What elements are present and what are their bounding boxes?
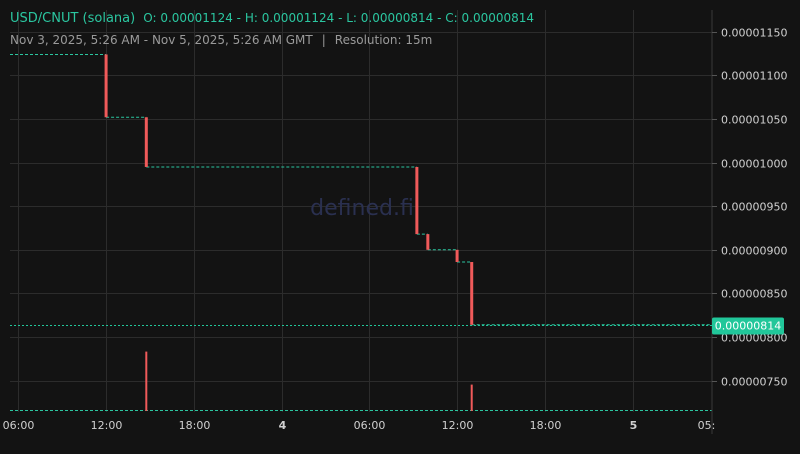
open-label: O:	[143, 11, 157, 25]
resolution-label: Resolution: 15m	[334, 33, 433, 47]
y-tick-label: 0.00001050	[721, 114, 787, 127]
last-price-badge	[712, 317, 784, 335]
header-separator: |	[321, 33, 326, 47]
y-tick-label: 0.00001000	[721, 158, 787, 171]
x-tick-label: 4	[279, 419, 287, 432]
x-tick-label: 05:	[698, 419, 716, 432]
volume-bar	[145, 351, 148, 411]
x-tick-label: 5	[630, 419, 638, 432]
high-value: 0.00001124	[261, 11, 335, 25]
volume-bar	[470, 384, 473, 411]
y-tick-label: 0.00000800	[721, 332, 787, 345]
symbol-label: USD/CNUT (solana)	[10, 11, 136, 26]
x-tick-label: 06:00	[3, 419, 35, 432]
candle[interactable]	[426, 234, 430, 250]
x-tick-label: 06:00	[354, 419, 386, 432]
watermark: defined.fi	[310, 196, 414, 221]
y-tick-label: 0.00000950	[721, 201, 787, 214]
x-tick-label: 12:00	[442, 419, 474, 432]
low-value: 0.00000814	[360, 11, 434, 25]
close-value: 0.00000814	[461, 11, 535, 25]
candle[interactable]	[144, 117, 148, 167]
y-tick-label: 0.00000900	[721, 245, 787, 258]
y-tick-label: 0.00000850	[721, 288, 787, 301]
price-steps	[10, 53, 712, 326]
last-price-marker: 0.00000814	[10, 317, 784, 335]
x-axis[interactable]: 06:00 12:00 18:00 4 06:00 12:00 18:00 5 05:	[3, 419, 716, 432]
low-label: L:	[346, 11, 357, 25]
y-tick-label: 0.00001100	[721, 70, 787, 83]
y-tick-label: 0.00000750	[721, 376, 787, 389]
ohlc-header: USD/CNUT (solana) O: 0.00001124 - H: 0.00…	[10, 11, 535, 26]
high-label: H:	[244, 11, 258, 25]
date-range: Nov 3, 2025, 5:26 AM - Nov 5, 2025, 5:26…	[10, 33, 313, 47]
open-value: 0.00001124	[160, 11, 233, 25]
y-axis[interactable]: 0.00001150 0.00001100 0.00001050 0.00001000…	[711, 10, 787, 434]
candle[interactable]	[470, 262, 474, 325]
x-tick-label: 18:00	[530, 419, 562, 432]
candle[interactable]	[415, 166, 419, 235]
close-label: C:	[445, 11, 458, 25]
last-price-label: 0.00000814	[715, 320, 781, 333]
y-tick-label: 0.00001150	[721, 27, 787, 40]
candle[interactable]	[104, 54, 108, 118]
x-tick-label: 12:00	[91, 419, 123, 432]
volume-bars	[10, 351, 712, 411]
range-header: Nov 3, 2025, 5:26 AM - Nov 5, 2025, 5:26…	[10, 33, 432, 47]
candles	[104, 54, 474, 325]
candle[interactable]	[455, 249, 459, 263]
x-tick-label: 18:00	[179, 419, 211, 432]
